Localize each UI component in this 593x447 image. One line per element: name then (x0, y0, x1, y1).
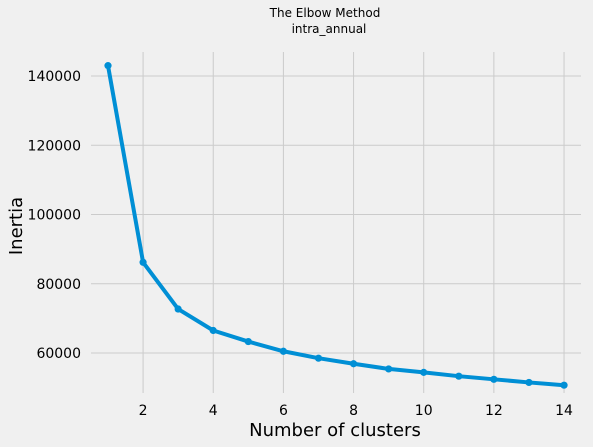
x-axis-label: Number of clusters (249, 420, 421, 441)
grid-layer (91, 52, 581, 393)
y-tick-label: 120000 (28, 138, 81, 154)
data-point (349, 360, 358, 368)
chart-title: The Elbow Method (269, 6, 381, 20)
x-tick-label: 12 (485, 403, 503, 419)
x-tick-label: 8 (349, 403, 358, 419)
y-axis-label: Inertia (6, 197, 27, 255)
data-point (455, 372, 463, 380)
series-layer (104, 62, 568, 389)
y-tick-label: 100000 (28, 208, 81, 224)
x-tick-label: 4 (209, 403, 218, 419)
x-tick-label: 10 (415, 403, 433, 419)
y-tick-label: 80000 (36, 277, 81, 293)
chart-subtitle: intra_annual (292, 22, 367, 36)
x-tick-label: 6 (279, 403, 288, 419)
y-tick-label: 140000 (28, 69, 81, 85)
tick-labels: 2 4 6 8 10 12 14 60000 80000 100000 120000 140000 (28, 69, 573, 419)
x-tick-label: 14 (555, 403, 573, 419)
data-point (490, 375, 498, 383)
data-point (560, 381, 568, 389)
data-point (244, 337, 252, 346)
data-point (525, 378, 533, 387)
data-point (174, 305, 182, 313)
data-point (279, 347, 287, 355)
data-point (104, 62, 112, 70)
data-point (139, 258, 147, 266)
data-point (420, 368, 428, 376)
series-line (106, 63, 567, 388)
data-point (385, 365, 393, 373)
y-tick-label: 60000 (36, 346, 81, 362)
data-point (209, 326, 217, 335)
x-tick-label: 2 (139, 403, 148, 419)
data-point (314, 354, 323, 362)
